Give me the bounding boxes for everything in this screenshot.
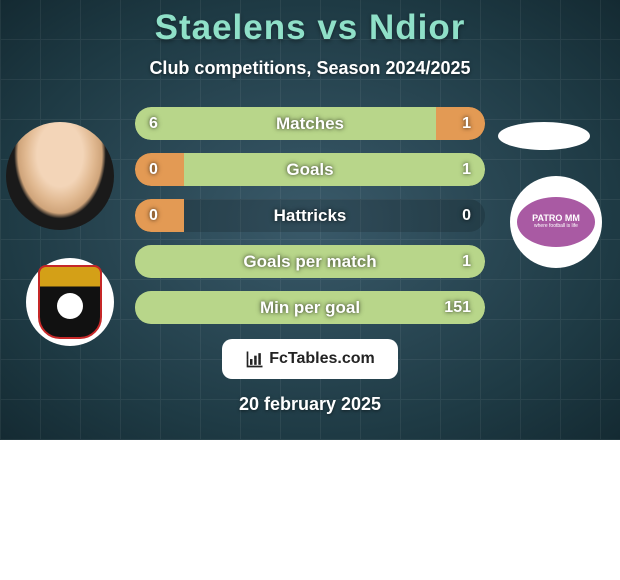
stat-label: Matches [135,107,485,140]
stat-value-right: 1 [462,107,471,140]
stat-value-right: 151 [444,291,471,324]
club1-badge [26,258,114,346]
club1-crest-icon [38,265,102,339]
stat-label: Goals per match [135,245,485,278]
stat-row: Matches6 1 [135,107,485,140]
stat-value-left: 0 [149,153,158,186]
stat-value-left: 0 [149,199,158,232]
comparison-card: Staelens vs Ndior Club competitions, Sea… [0,0,620,440]
player2-avatar [498,122,590,150]
stat-label: Goals [135,153,485,186]
stats-container: Matches61Goals01Hattricks00Goals per mat… [135,107,485,324]
player1-avatar [6,122,114,230]
stat-label: Min per goal [135,291,485,324]
club2-line2: where football is life [534,224,578,230]
whitespace [0,440,620,580]
stat-row: Hattricks0 0 [135,199,485,232]
club2-crest-icon: PATRO MM where football is life [517,197,595,247]
club2-badge: PATRO MM where football is life [510,176,602,268]
stat-value-right: 1 [462,153,471,186]
stat-value-right: 1 [462,245,471,278]
stat-row: Goals0 1 [135,153,485,186]
stat-value-right: 0 [462,199,471,232]
stat-value-left: 6 [149,107,158,140]
stat-row: Goals per match1 [135,245,485,278]
stat-label: Hattricks [135,199,485,232]
stat-row: Min per goal151 [135,291,485,324]
